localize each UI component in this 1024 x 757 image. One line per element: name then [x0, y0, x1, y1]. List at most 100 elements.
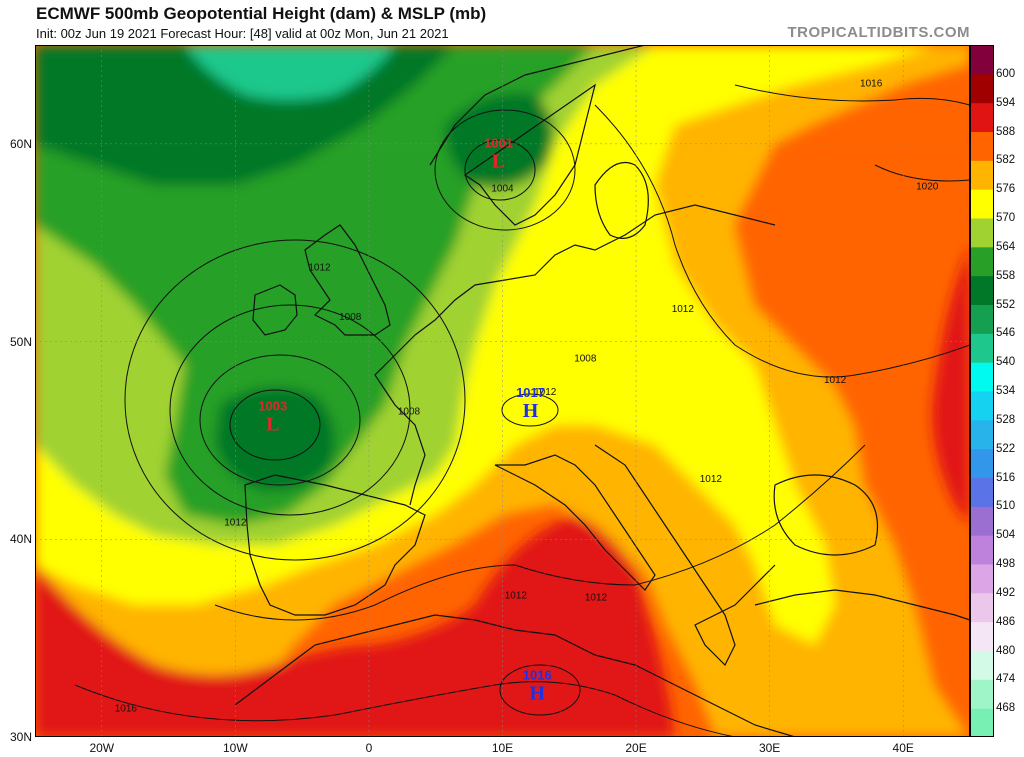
coastline-italy: [494, 454, 656, 591]
colorbar-level-label: 498: [996, 558, 1016, 570]
colorbar-frame: [970, 45, 994, 737]
colorbar-segment: [970, 650, 994, 680]
colorbar-segment: [970, 131, 994, 161]
height-band-552: [185, 45, 395, 100]
isobar-label: 1012: [505, 591, 528, 602]
colorbar: [970, 45, 994, 737]
latitude-label: 50N: [9, 334, 32, 349]
colorbar-level-label: 582: [996, 154, 1016, 167]
coastline-north-africa: [234, 614, 796, 737]
isobar-label: 1012: [585, 593, 608, 604]
colorbar-level-label: 480: [996, 644, 1016, 657]
colorbar-segment: [970, 246, 994, 277]
isobar-label: 1008: [574, 353, 597, 364]
isobar-low-scand-1: [464, 139, 536, 201]
isobar-low-sw-4: [124, 239, 466, 561]
high-pressure-symbol: H: [529, 683, 545, 705]
colorbar-segment: [970, 621, 994, 651]
colorbar-segment: [970, 679, 994, 709]
longitude-label: 20E: [625, 741, 647, 755]
colorbar-segment: [970, 419, 994, 450]
colorbar-level-label: 558: [996, 269, 1016, 282]
coastline-europe-north: [414, 204, 776, 336]
colorbar-level-label: 534: [996, 385, 1016, 397]
isobar-labels: 1012 1008 1008 1012 1004 1016 1020 1012 1008 1012…: [115, 79, 939, 715]
colorbar-segment: [970, 160, 994, 190]
colorbar-level-label: 522: [996, 442, 1016, 455]
colorbar-level-label: 486: [996, 615, 1016, 628]
isobars: [74, 84, 970, 737]
height-band-558-sw: [215, 387, 335, 491]
isobar-label: 1008: [339, 312, 362, 323]
longitude-label: 30E: [758, 741, 781, 755]
pressure-center-value: 1003: [258, 399, 287, 414]
isobar-label: 1004: [491, 183, 514, 194]
isobar-1020-east: [874, 164, 970, 182]
longitude-label: 10E: [491, 741, 514, 755]
height-band-594-south: [35, 515, 675, 737]
colorbar-level-label: 540: [996, 356, 1016, 369]
isobar-label: 1016: [115, 703, 138, 714]
coastline-scandinavia: [429, 45, 646, 226]
isobar-1016-south: [74, 681, 736, 737]
colorbar-level-label: 516: [996, 471, 1016, 484]
isobar-low-sw-1: [229, 389, 321, 461]
colorbar-segment: [970, 333, 994, 363]
coastlines: [234, 45, 970, 737]
map-title: ECMWF 500mb Geopotential Height (dam) & …: [36, 4, 487, 23]
colorbar-level-label: 528: [996, 413, 1016, 426]
colorbar-segment: [970, 218, 994, 248]
colorbar-level-label: 552: [996, 298, 1016, 311]
colorbar-segment: [970, 73, 994, 104]
coastline-france: [374, 334, 426, 506]
weather-map: 1012 1008 1008 1012 1004 1016 1020 1012 1008 1012…: [35, 45, 970, 737]
colorbar-segment: [970, 535, 994, 565]
isobar-1012-east: [594, 104, 970, 378]
coastline-ireland: [252, 284, 298, 336]
colorbar-segment: [970, 506, 994, 536]
pressure-center-value: 1017: [516, 385, 545, 400]
colorbar-labels: 468 474 480 486 492 498 504 510 516 522 528 534 540 5…: [996, 45, 1024, 737]
isobar-high-alps: [501, 393, 559, 427]
coastline-baltic: [594, 161, 649, 239]
map-subtitle: Init: 00z Jun 19 2021 Forecast Hour: [48…: [36, 26, 449, 41]
colorbar-level-label: 594: [996, 96, 1016, 109]
low-pressure-symbol: L: [492, 151, 505, 173]
colorbar-segment: [970, 102, 994, 132]
colorbar-segment: [970, 304, 994, 334]
longitude-label: 0: [365, 741, 373, 755]
coastline-black-sea: [773, 474, 879, 556]
longitude-label: 40E: [892, 741, 914, 755]
colorbar-segment: [970, 477, 994, 507]
colorbar-segment: [970, 275, 994, 305]
colorbar-level-label: 474: [996, 673, 1016, 686]
colorbar-level-label: 576: [996, 183, 1016, 196]
isobar-label: 1012: [224, 517, 247, 528]
isobar-low-sw-3: [169, 304, 411, 516]
colorbar-level-label: 546: [996, 327, 1016, 340]
isobar-high-nafrica: [499, 664, 581, 716]
colorbar-segment: [970, 592, 994, 623]
colorbar-level-label: 600: [996, 67, 1016, 80]
colorbar-segment: [970, 391, 994, 421]
colorbar-segment: [970, 448, 994, 478]
isobar-label: 1016: [860, 79, 883, 90]
colorbar-segment: [970, 564, 994, 594]
latitude-labels: 30N 40N 50N 60N: [0, 45, 35, 744]
isobar-label: 1012: [308, 262, 331, 273]
height-band-594-east: [932, 245, 970, 525]
isobar-low-sw-2: [199, 354, 361, 486]
colorbar-segment: [970, 708, 994, 737]
longitude-label: 10W: [223, 741, 248, 755]
colorbar-level-label: 570: [996, 212, 1016, 224]
coastline-balkans: [594, 444, 776, 667]
isobar-1012-south: [214, 444, 866, 621]
longitude-label: 20W: [89, 741, 115, 755]
pressure-center-value: 1001: [484, 136, 513, 151]
isobar-label: 1012: [700, 474, 723, 485]
map-frame: [35, 45, 970, 737]
colorbar-level-label: 468: [996, 702, 1016, 715]
coastline-iberia: [244, 474, 426, 616]
colorbar-segment: [970, 45, 994, 75]
isobar-label: 1012: [534, 387, 557, 398]
